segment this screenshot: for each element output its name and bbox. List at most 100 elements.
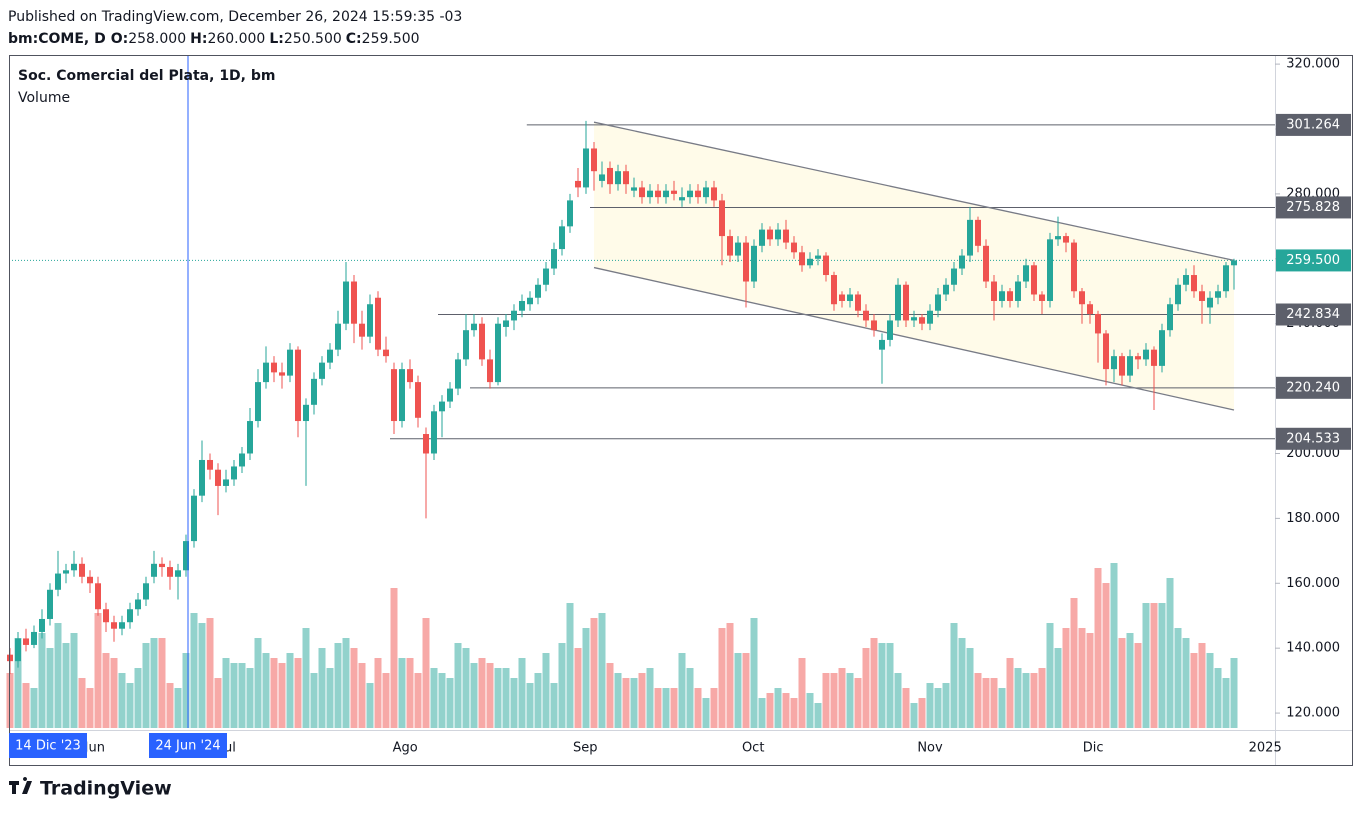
volume-bar (454, 643, 462, 728)
volume-bar (22, 683, 30, 728)
volume-bar (502, 668, 510, 728)
volume-bar (782, 693, 790, 728)
candle-body (1023, 265, 1029, 282)
volume-bar (806, 693, 814, 728)
candle-body (239, 453, 245, 467)
candle-body (751, 245, 757, 282)
volume-bar (934, 688, 942, 728)
candle-body (127, 609, 133, 623)
candle-body (775, 229, 781, 240)
volume-bar (1038, 668, 1046, 728)
candle-body (231, 466, 237, 480)
volume-bar (534, 673, 542, 728)
volume-bar (558, 643, 566, 728)
candle-body (103, 609, 109, 623)
candle-body (87, 576, 93, 584)
volume-bar (606, 663, 614, 728)
candle-body (311, 378, 317, 405)
candle-body (711, 187, 717, 201)
ohlc-key: H: (190, 31, 207, 47)
volume-bar (406, 658, 414, 728)
volume-bar (334, 643, 342, 728)
candle-body (359, 323, 365, 337)
level-label: 301.264 (1286, 117, 1340, 132)
volume-bar (358, 663, 366, 728)
volume-bar (982, 678, 990, 728)
volume-bar (230, 663, 238, 728)
volume-bar (86, 688, 94, 728)
x-tick-label: Oct (742, 741, 764, 756)
volume-bar (942, 683, 950, 728)
candle-body (23, 638, 29, 645)
candle-body (1167, 304, 1173, 331)
level-label-box (1276, 427, 1351, 450)
volume-bar (718, 628, 726, 728)
candle-body (1103, 333, 1109, 370)
volume-bar (1126, 633, 1134, 728)
volume-bar (462, 648, 470, 728)
channel-fill (594, 122, 1234, 411)
volume-bar (1230, 658, 1238, 728)
volume-bar (662, 688, 670, 728)
candle-body (71, 563, 77, 571)
ohlc-value: 260.000 (207, 31, 265, 47)
volume-bar (38, 633, 46, 728)
candle-body (327, 349, 333, 363)
candle-body (15, 638, 21, 662)
volume-bar (518, 658, 526, 728)
candle-body (31, 631, 37, 645)
volume-bar (446, 678, 454, 728)
volume-bar (1046, 623, 1054, 728)
time-label-box (149, 733, 227, 758)
candle-body (303, 404, 309, 422)
ohlc-value: 250.500 (284, 31, 342, 47)
volume-bar (374, 658, 382, 728)
candle-body (583, 148, 589, 188)
candle-body (367, 304, 373, 337)
volume-bar (1158, 603, 1166, 728)
candle-body (151, 563, 157, 577)
candle-body (191, 495, 197, 542)
candle-body (735, 242, 741, 256)
candle-body (287, 349, 293, 376)
x-tick-label: Jun (84, 741, 105, 756)
volume-bar (526, 683, 534, 728)
candle-body (319, 362, 325, 379)
volume-bar (902, 688, 910, 728)
candle-body (927, 310, 933, 324)
candle-body (519, 300, 525, 311)
volume-bar (1118, 638, 1126, 728)
candle-body (863, 310, 869, 321)
volume-bar (550, 683, 558, 728)
level-label: 220.240 (1286, 380, 1340, 395)
candle-body (1191, 275, 1197, 292)
volume-bar (422, 618, 430, 728)
last-price-box (1276, 249, 1351, 272)
volume-bar (510, 678, 518, 728)
volume-bar (710, 688, 718, 728)
volume-bar (990, 678, 998, 728)
volume-bar (830, 673, 838, 728)
volume-bar (654, 688, 662, 728)
candle-body (111, 622, 117, 629)
candle-body (943, 284, 949, 295)
volume-bar (1014, 668, 1022, 728)
volume-bar (318, 648, 326, 728)
legend-title: Soc. Comercial del Plata, 1D, bm (18, 68, 275, 84)
candle-body (991, 281, 997, 301)
candle-body (383, 349, 389, 357)
ohlc-key: C: (346, 31, 362, 47)
volume-bar (14, 638, 22, 728)
volume-bar (790, 698, 798, 728)
volume-bar (54, 623, 62, 728)
candle-body (1087, 304, 1093, 314)
candle-body (207, 459, 213, 470)
volume-bar (190, 613, 198, 728)
volume-bar (974, 673, 982, 728)
volume-bar (206, 618, 214, 728)
ohlc-value: 259.500 (362, 31, 420, 47)
volume-bar (1182, 638, 1190, 728)
volume-bar (1102, 583, 1110, 728)
volume-bar (582, 628, 590, 728)
volume-bar (838, 668, 846, 728)
